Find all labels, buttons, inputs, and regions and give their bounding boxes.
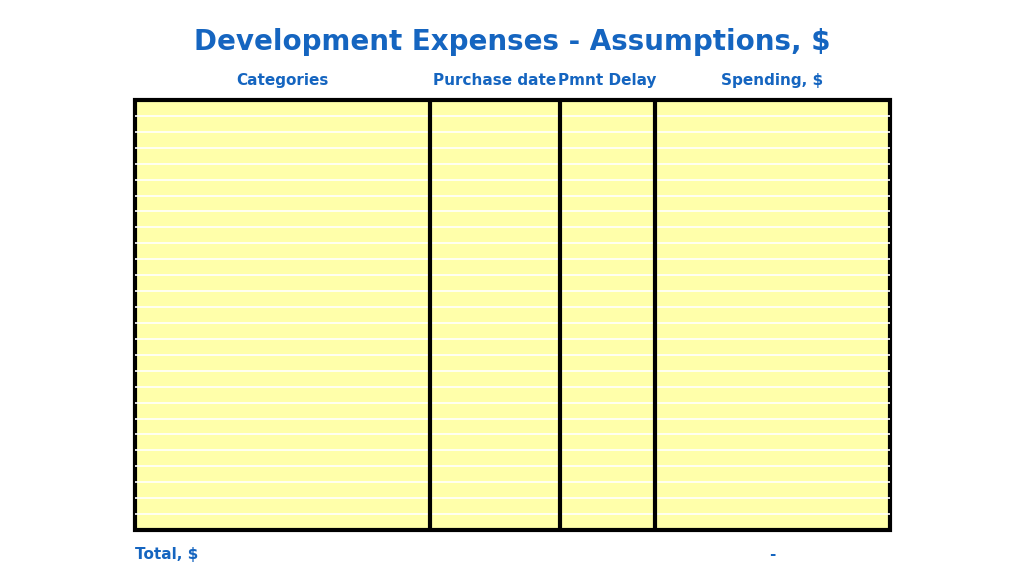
Bar xyxy=(135,514,890,530)
Text: Development Expenses - Assumptions, $: Development Expenses - Assumptions, $ xyxy=(194,28,830,56)
Text: Spending, $: Spending, $ xyxy=(722,73,823,88)
Bar xyxy=(135,243,890,259)
Bar xyxy=(135,434,890,451)
Bar xyxy=(135,418,890,434)
Bar xyxy=(135,482,890,498)
Bar xyxy=(135,355,890,371)
Bar xyxy=(135,451,890,466)
Bar xyxy=(135,132,890,148)
Text: -: - xyxy=(769,548,776,563)
Bar xyxy=(135,371,890,387)
Bar xyxy=(135,227,890,243)
Bar xyxy=(135,275,890,291)
Bar xyxy=(135,179,890,196)
Bar xyxy=(135,116,890,132)
Text: Total, $: Total, $ xyxy=(135,548,199,563)
Bar xyxy=(135,387,890,403)
Bar xyxy=(135,196,890,212)
Bar xyxy=(135,466,890,482)
Bar xyxy=(135,100,890,530)
Text: Pmnt Delay: Pmnt Delay xyxy=(558,73,656,88)
Text: Categories: Categories xyxy=(237,73,329,88)
Bar xyxy=(135,164,890,179)
Bar xyxy=(135,291,890,307)
Bar xyxy=(135,148,890,164)
Bar xyxy=(135,212,890,227)
Bar xyxy=(135,307,890,323)
Bar xyxy=(135,100,890,116)
Text: Purchase date: Purchase date xyxy=(433,73,557,88)
Bar xyxy=(135,403,890,418)
Bar xyxy=(135,323,890,339)
Bar xyxy=(135,339,890,355)
Bar xyxy=(135,259,890,275)
Bar xyxy=(135,498,890,514)
